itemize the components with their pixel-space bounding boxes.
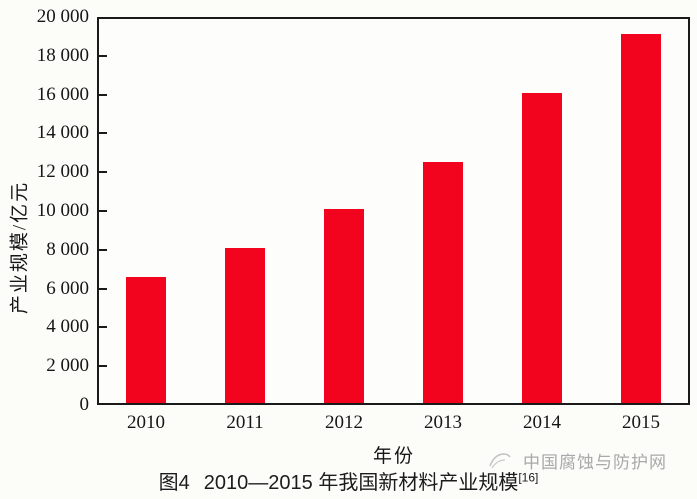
y-tick [99,94,107,96]
x-tick-label-2014: 2014 [523,412,561,433]
x-tick-label-2013: 2013 [424,412,462,433]
y-tick [99,55,107,57]
y-tick-label: 14 000 [36,122,89,143]
y-tick-label: 12 000 [36,161,89,182]
x-tick-label-2012: 2012 [325,412,363,433]
x-tick-label-2011: 2011 [226,412,264,433]
y-tick-label: 10 000 [36,200,89,221]
y-tick-label: 8 000 [46,239,89,260]
watermark-text: 中国腐蚀与防护网 [523,453,667,472]
y-tick-label: 6 000 [46,278,89,299]
chart-plot-area [97,17,690,405]
figure-caption: 图4 2010—2015 年我国新材料产业规模[16] [0,466,697,495]
x-tick-label-2015: 2015 [622,412,660,433]
bar-2010 [126,277,166,403]
y-tick [99,171,107,173]
figure-caption-text: 2010—2015 年我国新材料产业规模 [203,472,519,494]
y-tick [99,326,107,328]
y-tick [99,365,107,367]
x-tick-label-2010: 2010 [127,412,165,433]
bar-2012 [324,209,364,403]
y-tick [99,210,107,212]
y-tick [99,288,107,290]
bar-2011 [225,248,265,403]
y-tick-label: 16 000 [36,84,89,105]
watermark-logo-icon [489,452,511,468]
y-tick [99,132,107,134]
figure-number: 图4 [158,472,190,494]
citation-superscript: [16] [518,470,539,485]
y-tick-label: 18 000 [36,45,89,66]
x-axis-title: 年份 [372,446,415,467]
bar-2013 [423,162,463,403]
y-tick-label: 4 000 [46,316,89,337]
bar-2014 [522,93,562,403]
watermark: 中国腐蚀与防护网 [487,448,667,473]
bar-2015 [621,34,661,403]
y-tick-label: 2 000 [46,355,89,376]
y-tick-label: 20 000 [36,6,89,27]
y-tick-label: 0 [79,394,90,415]
y-tick [99,249,107,251]
